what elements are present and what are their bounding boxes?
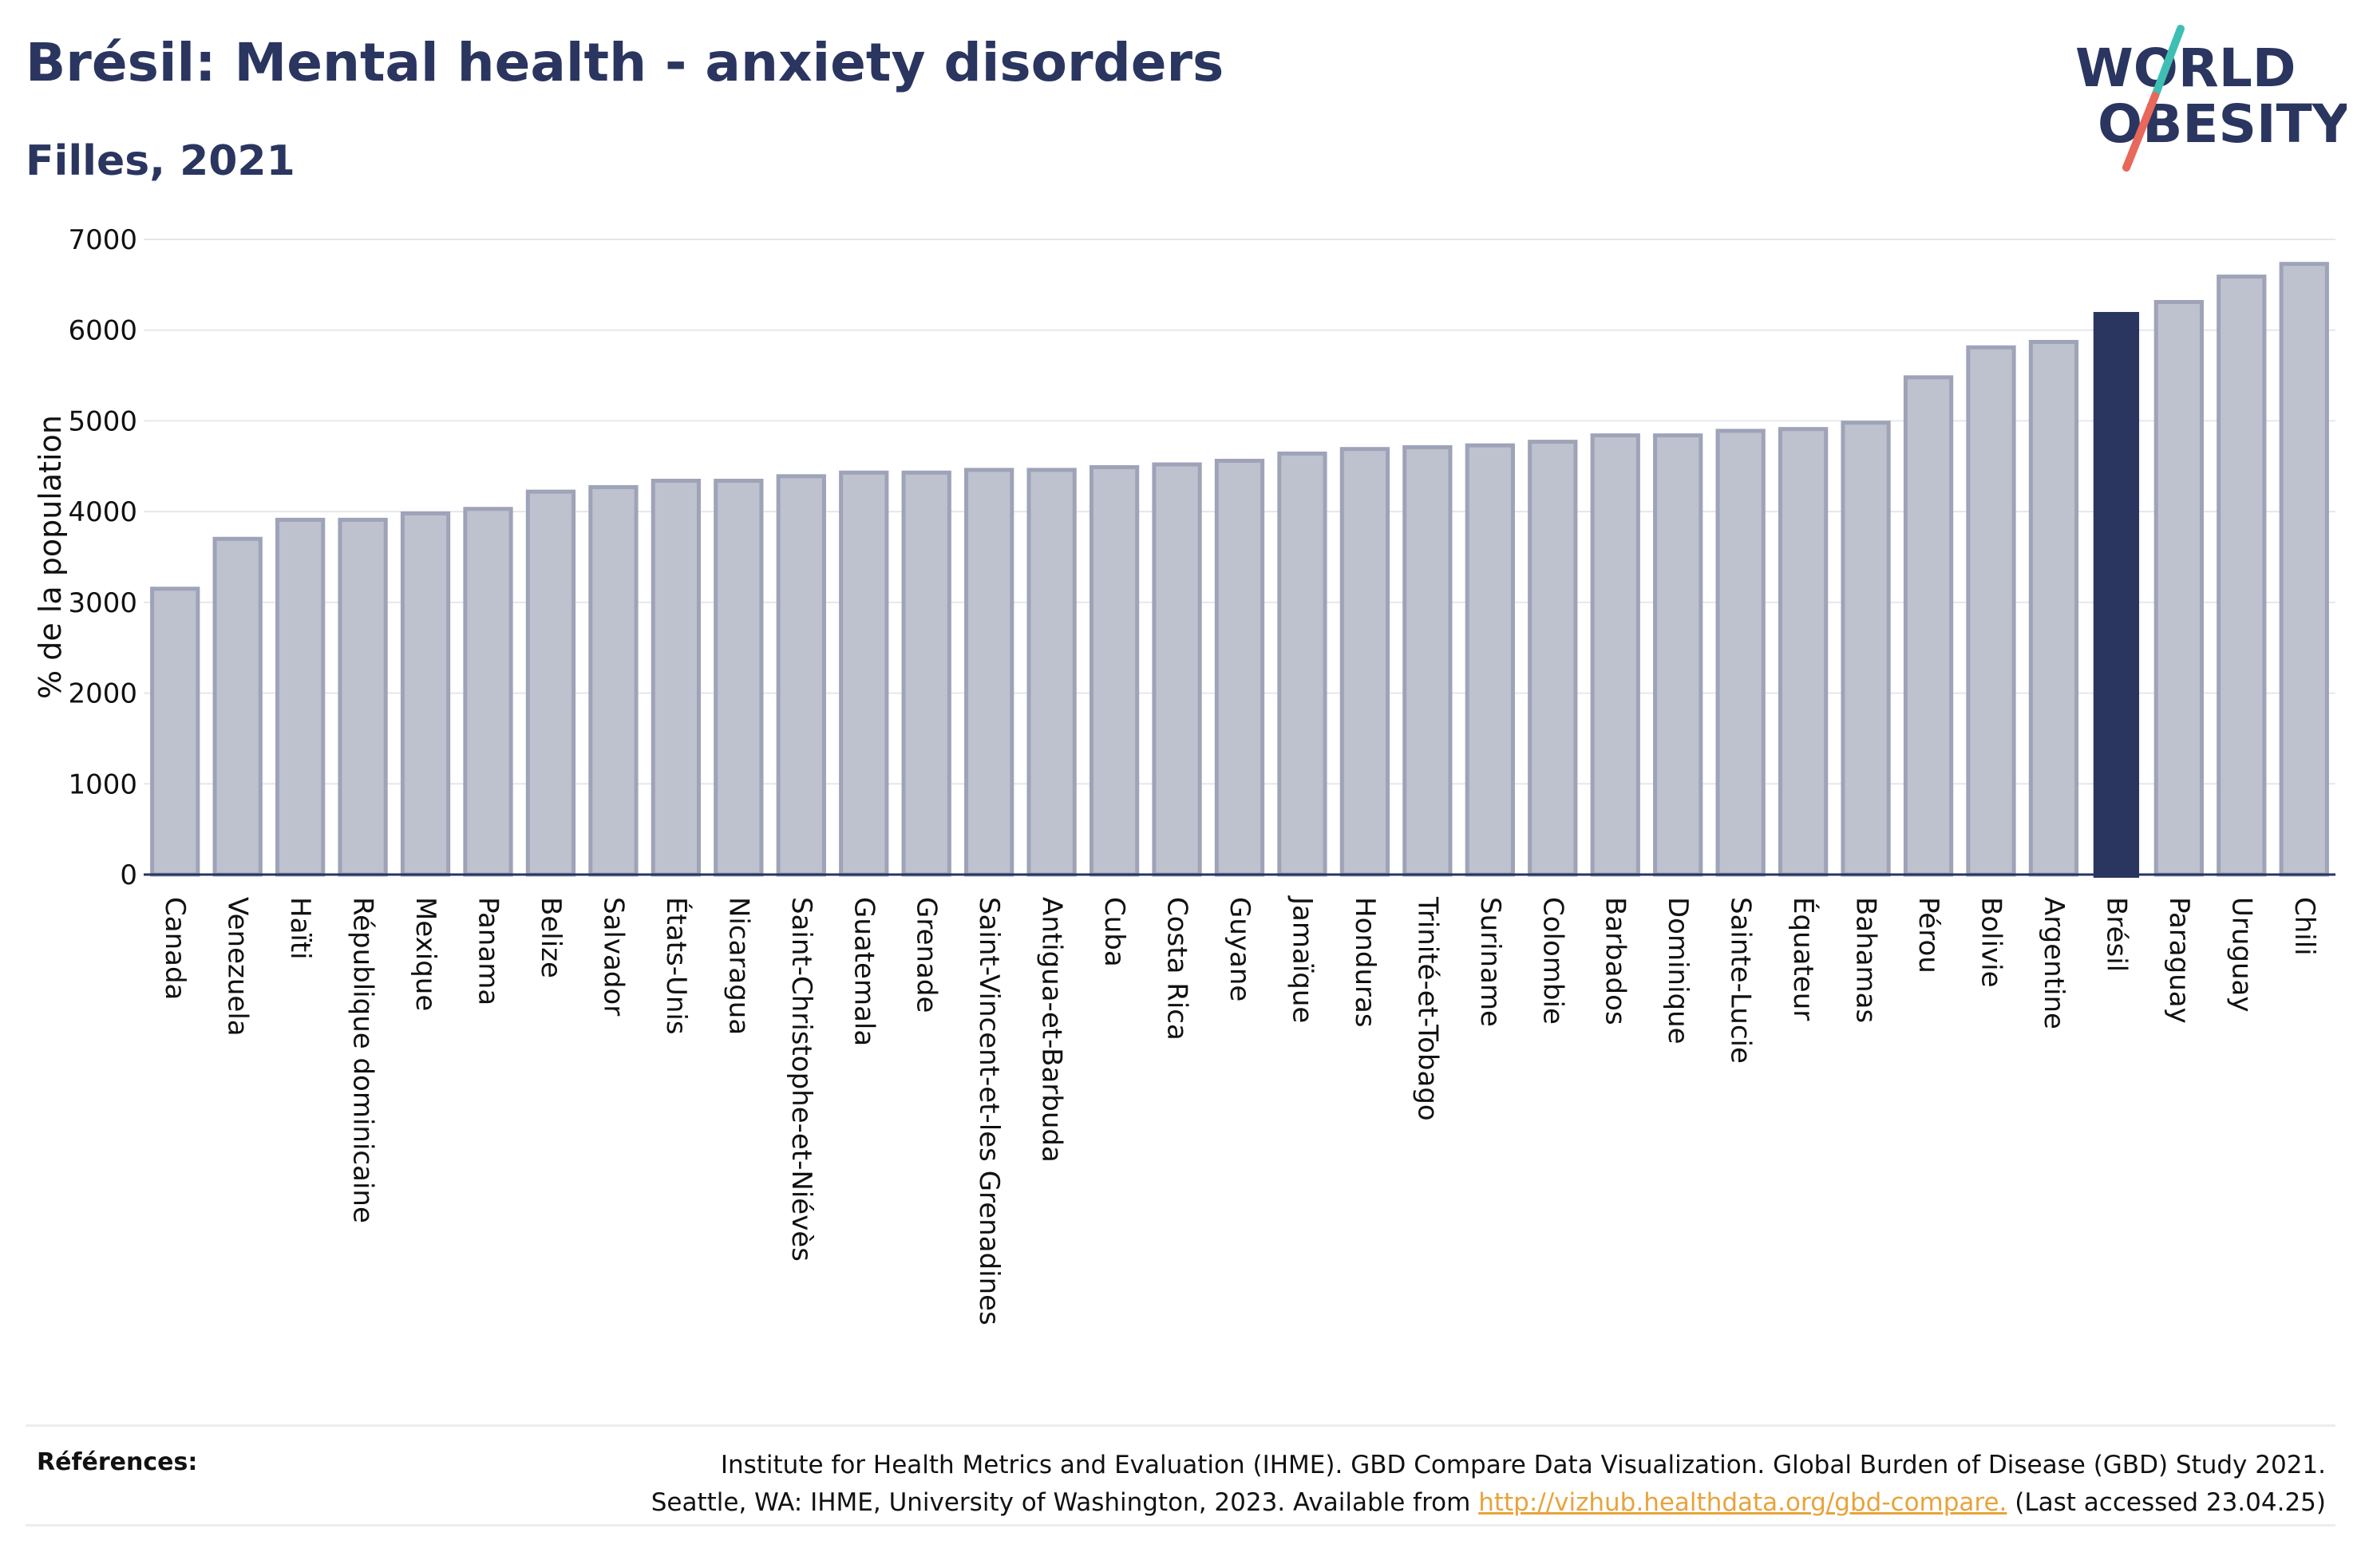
- bar-Belize: [525, 489, 576, 877]
- x-tick-label: Guyane: [1224, 897, 1256, 1001]
- x-tick-label: Bahamas: [1850, 897, 1882, 1023]
- bar-Canada: [150, 587, 200, 877]
- bar-Suriname: [1465, 443, 1515, 877]
- x-tick-label: Costa Rica: [1161, 897, 1193, 1041]
- references-label: Références:: [37, 1448, 198, 1476]
- bar-Sainte-Lucie: [1715, 429, 1766, 877]
- y-tick-label: 3000: [68, 587, 137, 619]
- x-tick-label: Argentine: [2038, 897, 2070, 1029]
- bar-Colombie: [1528, 440, 1578, 877]
- reference-line-2-start: Seattle, WA: IHME, University of Washing…: [651, 1488, 1479, 1517]
- bar-Bahamas: [1841, 421, 1891, 877]
- x-tick-label: Équateur: [1787, 897, 1820, 1021]
- x-tick-label: Trinité-et-Tobago: [1411, 896, 1443, 1121]
- y-tick-label: 6000: [68, 315, 137, 347]
- bar-Paraguay: [2153, 299, 2204, 877]
- bar-chart: 0 1000 2000 3000 4000 5000 6000 7000 % de la pop…: [33, 224, 2335, 1325]
- reference-link[interactable]: http://vizhub.healthdata.org/gbd-compare…: [1478, 1488, 2007, 1517]
- x-tick-label: Belize: [535, 897, 567, 978]
- references-text: Institute for Health Metrics and Evaluat…: [490, 1447, 2326, 1522]
- bar-Guyane: [1214, 458, 1265, 877]
- x-tick-label: Antigua-et-Barbuda: [1036, 897, 1068, 1163]
- logo-slash-top: [2151, 25, 2185, 100]
- bar-Cuba: [1089, 464, 1140, 877]
- x-tick-label: Nicaragua: [722, 897, 754, 1035]
- x-tick-label: Honduras: [1349, 897, 1381, 1028]
- bar-Trinité-et-Tobago: [1402, 444, 1453, 877]
- x-tick-label: Brésil: [2100, 897, 2132, 972]
- x-tick-label: Bolivie: [1975, 897, 2007, 988]
- x-tick-label: Dominique: [1662, 897, 1694, 1045]
- x-tick-label: Canada: [159, 897, 191, 1000]
- bar-Nicaragua: [714, 478, 764, 877]
- x-tick-label: Chili: [2288, 897, 2320, 956]
- y-tick-label: 4000: [68, 496, 137, 528]
- bar-Barbados: [1590, 433, 1640, 877]
- logo-text-world: WORLD: [2075, 38, 2296, 99]
- bar-Saint-Christophe-et-Niévès: [776, 474, 826, 877]
- bar-Uruguay: [2217, 274, 2267, 877]
- references-top-divider: [26, 1424, 2335, 1427]
- bar-République dominicaine: [338, 517, 388, 877]
- bar-Argentine: [2028, 339, 2079, 877]
- x-tick-label: Suriname: [1474, 897, 1506, 1027]
- x-tick-label: Barbados: [1600, 897, 1631, 1025]
- bar-Saint-Vincent-et-les Grenadines: [964, 468, 1014, 877]
- bar-Pérou: [1903, 375, 1954, 877]
- y-tick-label: 0: [120, 859, 137, 891]
- bar-Brésil: [2093, 311, 2140, 878]
- x-tick-label: Jamaïque: [1286, 895, 1318, 1023]
- chart-title: Brésil: Mental health - anxiety disorder…: [26, 32, 1224, 93]
- world-obesity-logo: WORLD OBESITY: [2075, 25, 2347, 172]
- x-tick-label: Paraguay: [2163, 897, 2195, 1024]
- y-tick-label: 1000: [68, 768, 137, 800]
- bar-États-Unis: [651, 478, 702, 877]
- x-tick-label: Uruguay: [2225, 897, 2257, 1013]
- x-tick-label: Venezuela: [222, 897, 254, 1037]
- x-tick-label: Sainte-Lucie: [1725, 897, 1757, 1064]
- x-tick-label: Salvador: [597, 897, 629, 1016]
- x-tick-label: Saint-Christophe-et-Niévès: [785, 897, 817, 1262]
- y-tick-label: 2000: [68, 678, 137, 710]
- x-tick-label: Mexique: [409, 897, 441, 1011]
- reference-line-2-end: (Last accessed 23.04.25): [2007, 1488, 2326, 1517]
- x-tick-label: États-Unis: [660, 897, 693, 1035]
- bar-Antigua-et-Barbuda: [1026, 468, 1077, 877]
- y-tick-label: 5000: [68, 405, 137, 437]
- x-tick-label: Cuba: [1098, 897, 1130, 967]
- chart-subtitle: Filles, 2021: [26, 137, 295, 185]
- bar-Honduras: [1339, 447, 1390, 877]
- bar-Panama: [463, 507, 513, 877]
- bar-Équateur: [1778, 427, 1829, 877]
- x-tick-label: Pérou: [1912, 897, 1944, 974]
- x-tick-label: Guatemala: [848, 897, 880, 1046]
- bar-Haïti: [275, 517, 326, 877]
- bar-Bolivie: [1966, 345, 2016, 877]
- y-axis-label: % de la population: [33, 415, 68, 699]
- bar-Venezuela: [212, 536, 263, 877]
- x-tick-label: Grenade: [911, 897, 943, 1013]
- bar-Grenade: [901, 470, 951, 877]
- reference-line-1: Institute for Health Metrics and Evaluat…: [720, 1451, 2326, 1479]
- bar-Salvador: [588, 484, 639, 877]
- logo-slash-bottom: [2122, 92, 2159, 172]
- x-tick-label: Saint-Vincent-et-les Grenadines: [973, 897, 1005, 1325]
- x-tick-label: République dominicaine: [347, 897, 379, 1223]
- bar-Guatemala: [839, 470, 889, 877]
- bar-Mexique: [400, 511, 451, 877]
- bar-Costa Rica: [1152, 462, 1202, 877]
- x-tick-label: Colombie: [1536, 897, 1568, 1025]
- x-tick-label: Panama: [473, 897, 504, 1005]
- y-tick-label: 7000: [68, 224, 137, 256]
- x-tick-label: Haïti: [284, 897, 316, 960]
- bar-Chili: [2279, 262, 2329, 877]
- references-bottom-divider: [26, 1524, 2335, 1527]
- bar-Jamaïque: [1277, 451, 1327, 877]
- bar-Dominique: [1653, 433, 1703, 877]
